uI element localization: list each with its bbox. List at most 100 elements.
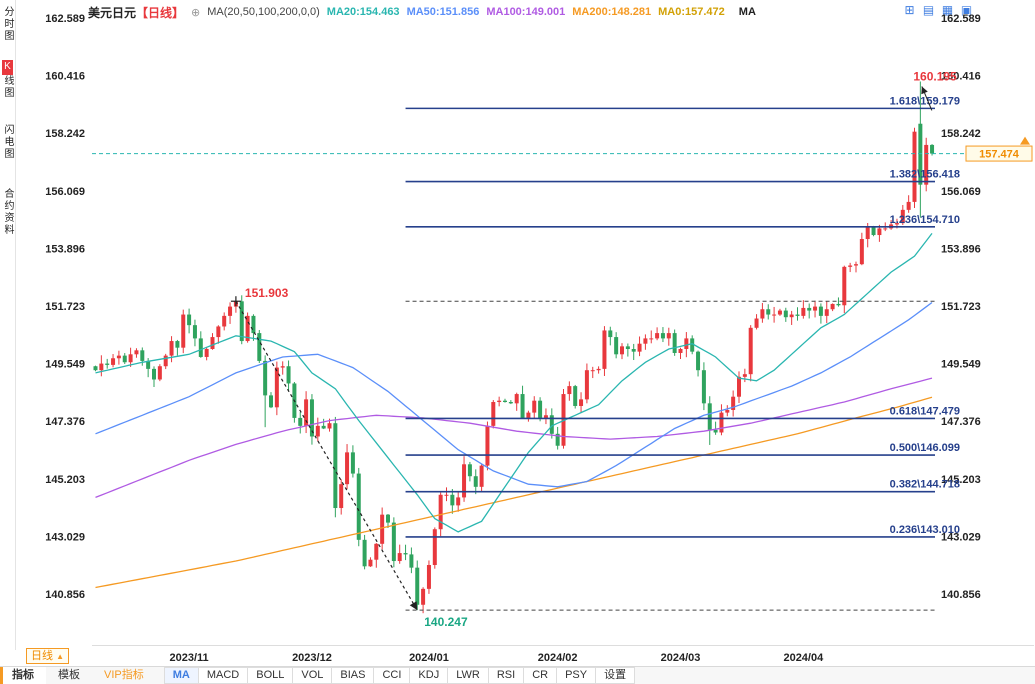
period-up-arrow-icon: ▲: [56, 652, 64, 661]
fib-label: 1.618\159.179: [890, 95, 960, 107]
x-axis-month-label: 2024/03: [661, 652, 701, 664]
y-axis-label-right: 145.203: [941, 474, 981, 486]
indicator-tab-设置[interactable]: 设置: [595, 667, 636, 684]
low-price-label: 140.247: [424, 615, 468, 629]
footer-tab-2[interactable]: 模板: [58, 669, 80, 681]
fib-label: 1.382\156.418: [890, 169, 960, 181]
indicator-tab-VOL[interactable]: VOL: [292, 667, 333, 684]
indicator-tab-KDJ[interactable]: KDJ: [409, 667, 449, 684]
y-axis-label-right: 156.069: [941, 186, 981, 198]
expand-icon[interactable]: ⊕: [191, 6, 201, 19]
chart-type-sidebar: 分时图 K线图闪电图合约资料: [0, 0, 16, 650]
high-arrowhead: [921, 86, 928, 95]
x-axis-month-label: 2024/04: [783, 652, 824, 664]
y-axis-label-right: 160.416: [941, 71, 981, 83]
grid-chart-icon[interactable]: ⊞: [904, 3, 915, 17]
y-axis-label-right: 149.549: [941, 359, 981, 371]
y-axis-label-left: 153.896: [45, 243, 85, 255]
indicator-tab-BIAS[interactable]: BIAS: [331, 667, 375, 684]
area-chart-icon[interactable]: ▦: [941, 3, 954, 17]
y-axis-label-right: 158.242: [941, 128, 981, 140]
x-axis-labels: 2023/11 2023/12 2024/01 2024/02 2024/03 2024/…: [170, 652, 825, 664]
candle-chart-icon[interactable]: ▣: [960, 3, 973, 17]
ma-readout-4: MA200:148.281: [572, 6, 652, 18]
current-price-tag: [965, 145, 1033, 162]
sidebar-tab-3[interactable]: 闪电图: [2, 124, 13, 160]
y-axis-label-left: 160.416: [45, 71, 85, 83]
period-selector[interactable]: 日线 ▲: [26, 648, 69, 664]
y-axis-label-right: 143.029: [941, 531, 981, 543]
sidebar-tab-4[interactable]: 合约资料: [2, 188, 13, 236]
bottom-toolbar: 指标 模板 VIP指标 MA MACD BOLL VOL BIAS CCI KDJ LWR RSI CR…: [0, 666, 1035, 684]
bar-chart-icon[interactable]: ▤: [922, 3, 935, 17]
indicator-tab-BOLL[interactable]: BOLL: [247, 667, 294, 684]
ma-line-MA200: [95, 396, 933, 589]
peak-price-label: 151.903: [245, 286, 289, 300]
y-axis-label-left: 147.376: [45, 416, 85, 428]
y-axis-label-left: 151.723: [45, 301, 85, 313]
y-axis-labels: 162.589 162.589 160.416 160.416 158.242 158.2…: [45, 13, 981, 601]
fibonacci-levels: 1.618\159.179 1.382\156.418 1.236\154.710 0…: [405, 95, 960, 611]
footer-tab-1[interactable]: 指标: [0, 667, 46, 684]
trend-arrowhead: [409, 601, 418, 611]
y-axis-label-right: 162.589: [941, 13, 981, 25]
ma-lines: [95, 233, 933, 589]
y-axis-label-right: 140.856: [941, 589, 981, 601]
y-axis-label-left: 145.203: [45, 474, 85, 486]
ma-readout-1: MA20:154.463: [326, 6, 400, 18]
chart-toolbar-icons: ⊞ ▤ ▦ ▣: [902, 3, 974, 17]
chart-header: 美元日元【日线】 ⊕ MA(20,50,100,200,0,0) MA20:15…: [88, 4, 756, 20]
ma-readout-3: MA100:149.001: [486, 6, 566, 18]
fib-label: 1.236\154.710: [890, 214, 960, 226]
fib-label: 0.500\146.099: [890, 442, 960, 454]
ma-line-MA100: [95, 377, 933, 499]
price-up-arrow-icon: [1020, 136, 1030, 145]
indicator-tab-PSY[interactable]: PSY: [556, 667, 597, 684]
indicator-tab-CR[interactable]: CR: [523, 667, 558, 684]
y-axis-label-left: 162.589: [45, 13, 85, 25]
ma-settings-label: MA(20,50,100,200,0,0): [207, 6, 320, 18]
current-price-marker: 157.474: [92, 136, 1033, 162]
ma-line-MA50: [95, 301, 933, 488]
y-axis-label-right: 153.896: [941, 243, 981, 255]
footer-tab-3[interactable]: VIP指标: [104, 669, 144, 681]
current-price-text: 157.474: [979, 149, 1020, 161]
candlestick-series: [93, 81, 935, 614]
y-axis-label-right: 147.376: [941, 416, 981, 428]
symbol-name: 美元日元: [88, 5, 137, 20]
x-axis-month-label: 2024/01: [409, 652, 449, 664]
ma-readout-2: MA50:151.856: [406, 6, 480, 18]
indicator-tab-MACD[interactable]: MACD: [197, 667, 249, 684]
period-tag: 【日线】: [136, 5, 185, 20]
indicator-tab-RSI[interactable]: RSI: [487, 667, 525, 684]
x-axis-month-label: 2023/11: [170, 652, 209, 664]
fib-label: 0.236\143.010: [890, 524, 960, 536]
indicator-tab-CCI[interactable]: CCI: [373, 667, 411, 684]
symbol-title: 美元日元【日线】: [88, 4, 184, 20]
ma-trailing-label: MA: [738, 6, 756, 18]
ma-line-MA20: [95, 233, 933, 533]
y-axis-label-right: 151.723: [941, 301, 981, 313]
indicator-tab-MA[interactable]: MA: [163, 667, 199, 684]
fib-label: 0.382\144.718: [890, 479, 960, 491]
ma-readouts: MA20:154.463 MA50:151.856 MA100:149.001 MA2…: [327, 6, 732, 18]
sidebar-tab-1[interactable]: 分时图: [2, 6, 13, 42]
y-axis-label-left: 143.029: [45, 531, 85, 543]
trend-line: [230, 296, 418, 611]
indicator-tab-LWR[interactable]: LWR: [447, 667, 489, 684]
y-axis-label-left: 156.069: [45, 186, 85, 198]
sidebar-tab-2[interactable]: K线图: [2, 60, 13, 99]
x-axis-month-label: 2024/02: [538, 652, 578, 664]
y-axis-label-left: 149.549: [45, 359, 85, 371]
fib-label: 0.618\147.479: [890, 405, 960, 417]
high-price-label: 160.195: [913, 69, 957, 83]
y-axis-label-left: 140.856: [45, 589, 85, 601]
x-axis-month-label: 2023/12: [292, 652, 332, 664]
y-axis-label-left: 158.242: [45, 128, 85, 140]
active-tab-marker: K: [2, 60, 13, 75]
period-selector-label: 日线: [31, 650, 53, 662]
annotations: 151.903 140.247 160.195: [245, 69, 957, 629]
ma-readout-5: MA0:157.472: [658, 6, 725, 18]
